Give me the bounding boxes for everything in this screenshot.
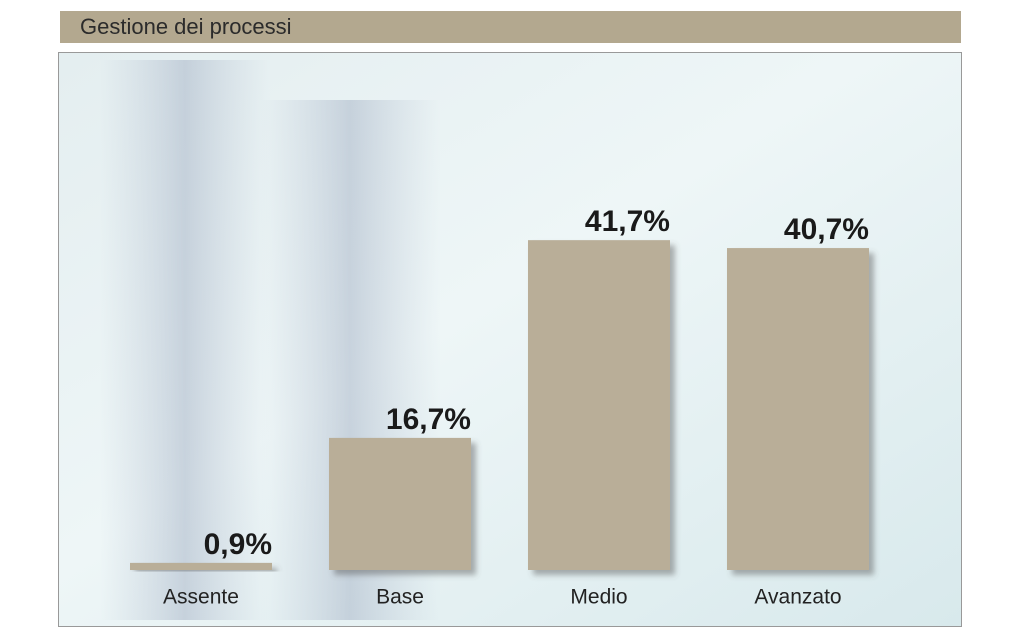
category-label: Medio — [570, 586, 627, 609]
category-label: Avanzato — [754, 586, 841, 609]
value-label: 40,7% — [784, 213, 869, 246]
bar — [727, 248, 869, 571]
value-label: 16,7% — [386, 403, 471, 436]
bars: 0,9% Assente 16,7% Base 41,7% Medio 40,7% Avanz… — [130, 205, 869, 609]
bar — [329, 437, 471, 570]
bar — [528, 240, 670, 570]
bar — [130, 562, 272, 570]
value-label: 41,7% — [585, 205, 670, 238]
title-bar — [60, 11, 961, 43]
category-label: Assente — [163, 586, 239, 609]
background-figure — [100, 60, 270, 620]
category-label: Base — [376, 586, 424, 609]
chart-title: Gestione dei processi — [80, 14, 292, 39]
value-label: 0,9% — [204, 528, 272, 561]
